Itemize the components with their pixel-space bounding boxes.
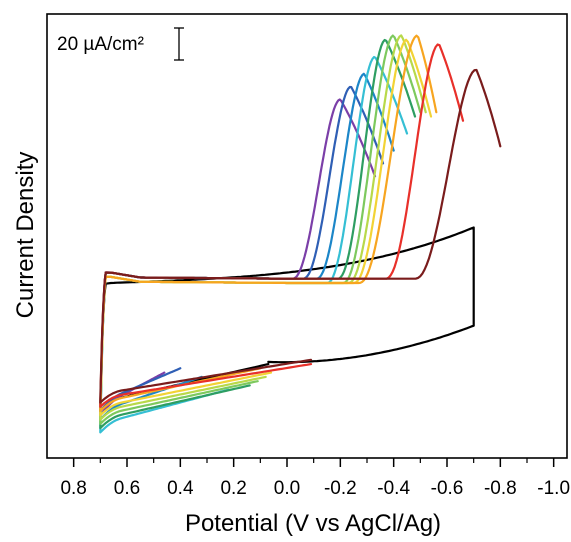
x-tick-label: 0.4 <box>167 478 194 499</box>
cv-curves <box>99 34 502 434</box>
cv-curve-background <box>99 226 475 413</box>
x-tick-label: -1.0 <box>537 478 570 499</box>
x-tick-label: -0.6 <box>431 478 464 499</box>
x-tick-label: -0.4 <box>377 478 410 499</box>
scale-bar-label: 20 µA/cm² <box>57 34 144 55</box>
x-tick-label: -0.2 <box>324 478 357 499</box>
x-tick-label: 0.0 <box>274 478 300 499</box>
x-axis-title: Potential (V vs AgCl/Ag) <box>185 510 441 537</box>
x-tick-label: 0.8 <box>60 478 86 499</box>
x-axis: 0.8 0.6 0.4 0.2 0.0 -0.2 -0.4 -0.6 -0.8 -1.0 <box>60 458 570 499</box>
scale-bar: 20 µA/cm² <box>57 27 184 61</box>
cv-curve-11 <box>99 68 502 404</box>
x-tick-label: -0.8 <box>484 478 517 499</box>
x-tick-label: 0.2 <box>220 478 246 499</box>
y-axis-title: Current Density <box>12 152 39 319</box>
cv-curve-9 <box>99 34 438 413</box>
plot-frame <box>46 13 568 459</box>
cv-curve-8 <box>99 38 433 417</box>
cv-curve-7 <box>99 34 427 421</box>
x-tick-label: 0.6 <box>114 478 140 499</box>
